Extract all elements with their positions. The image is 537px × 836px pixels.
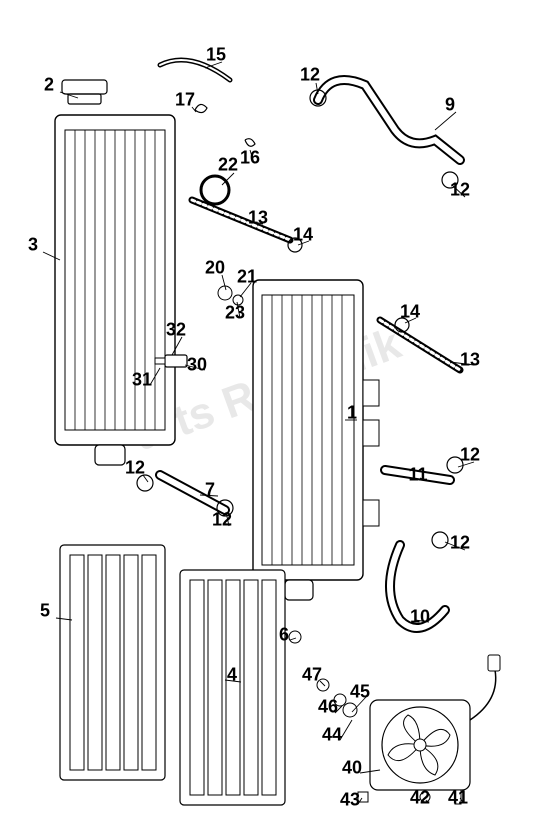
label-1: 1 — [347, 403, 357, 424]
label-5: 5 — [40, 601, 50, 622]
label-6: 6 — [279, 625, 289, 646]
label-12-d: 12 — [212, 510, 232, 531]
label-23: 23 — [225, 303, 245, 324]
label-12-c: 12 — [125, 458, 145, 479]
label-4: 4 — [227, 665, 237, 686]
label-20: 20 — [205, 258, 225, 279]
label-12-b: 12 — [450, 180, 470, 201]
label-11: 11 — [408, 465, 427, 486]
label-14-a: 14 — [293, 225, 313, 246]
label-17: 17 — [175, 90, 195, 111]
label-12-a: 12 — [300, 65, 320, 86]
label-45: 45 — [350, 682, 370, 703]
label-2: 2 — [44, 75, 54, 96]
label-13-b: 13 — [460, 350, 480, 371]
label-16: 16 — [240, 148, 260, 169]
label-21: 21 — [237, 267, 257, 288]
label-40: 40 — [342, 758, 362, 779]
label-44: 44 — [322, 725, 342, 746]
diagram-canvas: Parts Republik — [0, 0, 537, 836]
labels-layer: 1234567910111212121212121313141415161720… — [0, 0, 537, 836]
label-43: 43 — [340, 790, 360, 811]
label-32: 32 — [166, 320, 186, 341]
label-14-b: 14 — [400, 302, 420, 323]
label-12-f: 12 — [450, 533, 470, 554]
label-42: 42 — [410, 788, 430, 809]
label-22: 22 — [218, 155, 238, 176]
label-9: 9 — [445, 95, 455, 116]
label-30: 30 — [187, 355, 207, 376]
label-41: 41 — [448, 788, 468, 809]
label-10: 10 — [410, 607, 430, 628]
label-7: 7 — [205, 480, 215, 501]
label-3: 3 — [28, 235, 38, 256]
label-15: 15 — [206, 45, 226, 66]
label-12-e: 12 — [460, 445, 480, 466]
label-13-a: 13 — [248, 208, 268, 229]
label-46: 46 — [318, 697, 338, 718]
label-47: 47 — [302, 665, 322, 686]
label-31: 31 — [132, 370, 152, 391]
